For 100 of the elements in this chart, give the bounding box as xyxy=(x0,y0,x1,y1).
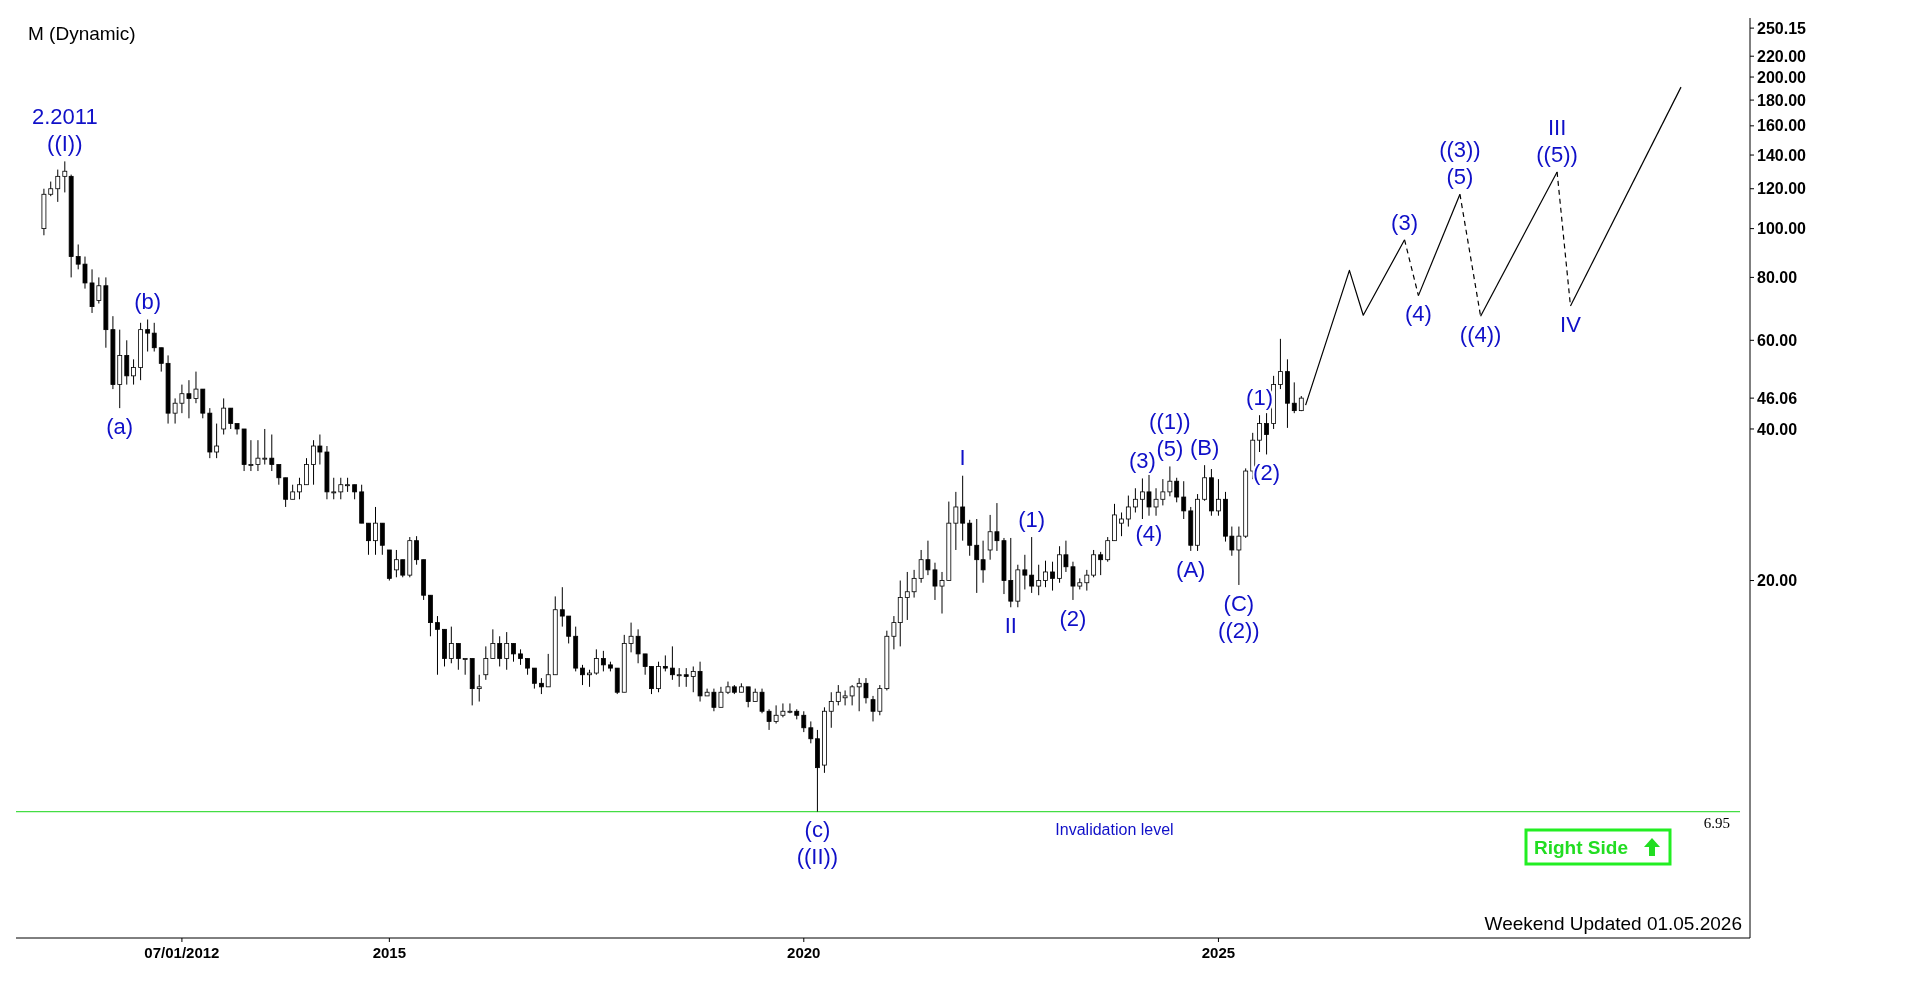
y-tick-label: 40.00 xyxy=(1757,420,1798,438)
candlestick xyxy=(414,535,419,566)
candlestick xyxy=(600,650,606,672)
candlestick xyxy=(131,358,136,386)
candlestick xyxy=(483,645,489,681)
candlestick xyxy=(801,710,807,733)
candlestick xyxy=(1098,551,1104,576)
candlestick xyxy=(297,477,302,500)
annotation: (5) xyxy=(1446,163,1474,189)
y-tick-label: 120.00 xyxy=(1757,180,1807,198)
candlestick xyxy=(476,674,482,703)
candlestick xyxy=(448,626,454,664)
annotation: (B) xyxy=(1189,434,1220,460)
annotation: (2) xyxy=(1059,605,1087,631)
candlestick xyxy=(669,645,675,681)
candlestick xyxy=(1036,564,1042,596)
candlestick xyxy=(1125,495,1131,528)
annotation: (4) xyxy=(1135,521,1163,547)
annotation: (A) xyxy=(1176,556,1206,582)
candlestick xyxy=(1216,478,1221,517)
candlestick xyxy=(967,519,973,557)
candlestick xyxy=(1050,561,1055,592)
y-tick-label: 20.00 xyxy=(1757,572,1798,590)
candlestick xyxy=(683,667,689,688)
annotation: (4) xyxy=(1404,301,1432,327)
annotation: (c) xyxy=(804,817,831,843)
ref-line-label: 6.95 xyxy=(1703,814,1730,831)
x-tick-label: 2020 xyxy=(787,944,821,961)
y-tick-label: 140.00 xyxy=(1757,146,1807,164)
candlestick xyxy=(145,318,151,353)
annotation: I xyxy=(959,445,966,471)
annotation: (3) xyxy=(1128,448,1156,474)
x-tick-label: 07/01/2012 xyxy=(144,944,220,961)
candlestick xyxy=(1278,338,1283,390)
candlestick xyxy=(545,653,551,688)
candlestick xyxy=(511,642,516,663)
annotation: Weekend Updated 01.05.2026 xyxy=(1484,913,1742,934)
y-tick-label: 60.00 xyxy=(1757,331,1798,349)
candlestick xyxy=(1132,487,1138,513)
candlestick xyxy=(1291,381,1297,414)
candlestick xyxy=(1257,414,1262,453)
candlestick xyxy=(1091,549,1097,578)
candlestick xyxy=(1181,480,1187,520)
candlestick xyxy=(593,648,599,676)
annotation: (1) xyxy=(1018,506,1046,532)
y-tick-label: 250.15 xyxy=(1757,19,1807,37)
candlestick xyxy=(338,477,344,500)
candlestick xyxy=(531,667,537,690)
annotation: III xyxy=(1547,114,1567,140)
annotation: (5) xyxy=(1156,436,1184,462)
y-tick-label: 220.00 xyxy=(1757,47,1807,65)
candlestick xyxy=(1043,560,1048,588)
y-tick-label: 100.00 xyxy=(1757,220,1807,238)
annotation: ((5)) xyxy=(1536,141,1578,167)
y-tick-label: 200.00 xyxy=(1757,68,1807,86)
annotation: Right Side xyxy=(1534,837,1628,858)
annotation: ((II)) xyxy=(796,844,839,870)
candlestick xyxy=(214,423,220,459)
annotation: II xyxy=(1004,612,1017,638)
annotation: (2) xyxy=(1253,460,1281,486)
candlestick xyxy=(580,664,585,686)
annotation: (3) xyxy=(1391,209,1419,235)
candlestick xyxy=(462,658,468,676)
annotation: ((1)) xyxy=(1149,409,1191,435)
annotation: IV xyxy=(1560,311,1582,337)
annotation: (a) xyxy=(106,413,134,439)
candlestick xyxy=(55,169,61,203)
candlestick xyxy=(504,631,510,671)
y-tick-label: 80.00 xyxy=(1757,269,1798,287)
candlestick xyxy=(379,522,385,556)
candlestick xyxy=(366,522,371,556)
annotation: ((4)) xyxy=(1459,321,1502,347)
candlestick xyxy=(124,339,130,386)
annotation: 2.2011 xyxy=(31,104,98,130)
candlestick xyxy=(1105,536,1111,563)
candlestick xyxy=(276,464,282,486)
candlestick xyxy=(269,434,275,472)
candlestick xyxy=(151,322,157,353)
candlestick xyxy=(1202,464,1208,502)
chart-title: M (Dynamic) xyxy=(28,23,136,44)
annotation: ((2)) xyxy=(1218,617,1260,643)
y-tick-label: 46.06 xyxy=(1757,389,1798,407)
candlestick xyxy=(221,397,227,436)
candlestick xyxy=(808,720,814,744)
candlestick xyxy=(283,477,289,508)
annotation: ((I)) xyxy=(47,131,83,157)
y-tick-label: 180.00 xyxy=(1757,91,1807,109)
candlestick xyxy=(435,615,440,676)
candlestick xyxy=(1119,512,1124,537)
annotation: (C) xyxy=(1223,590,1255,616)
annotation: ((3)) xyxy=(1439,136,1481,162)
candlestick xyxy=(1264,412,1269,455)
candlestick xyxy=(745,686,751,708)
y-tick-label: 160.00 xyxy=(1757,117,1807,135)
candlestick xyxy=(455,642,461,671)
candlestick xyxy=(656,661,661,693)
candlestick xyxy=(62,160,68,193)
candlestick xyxy=(373,506,378,556)
candlestick xyxy=(304,457,309,486)
annotation: (b) xyxy=(134,289,162,315)
